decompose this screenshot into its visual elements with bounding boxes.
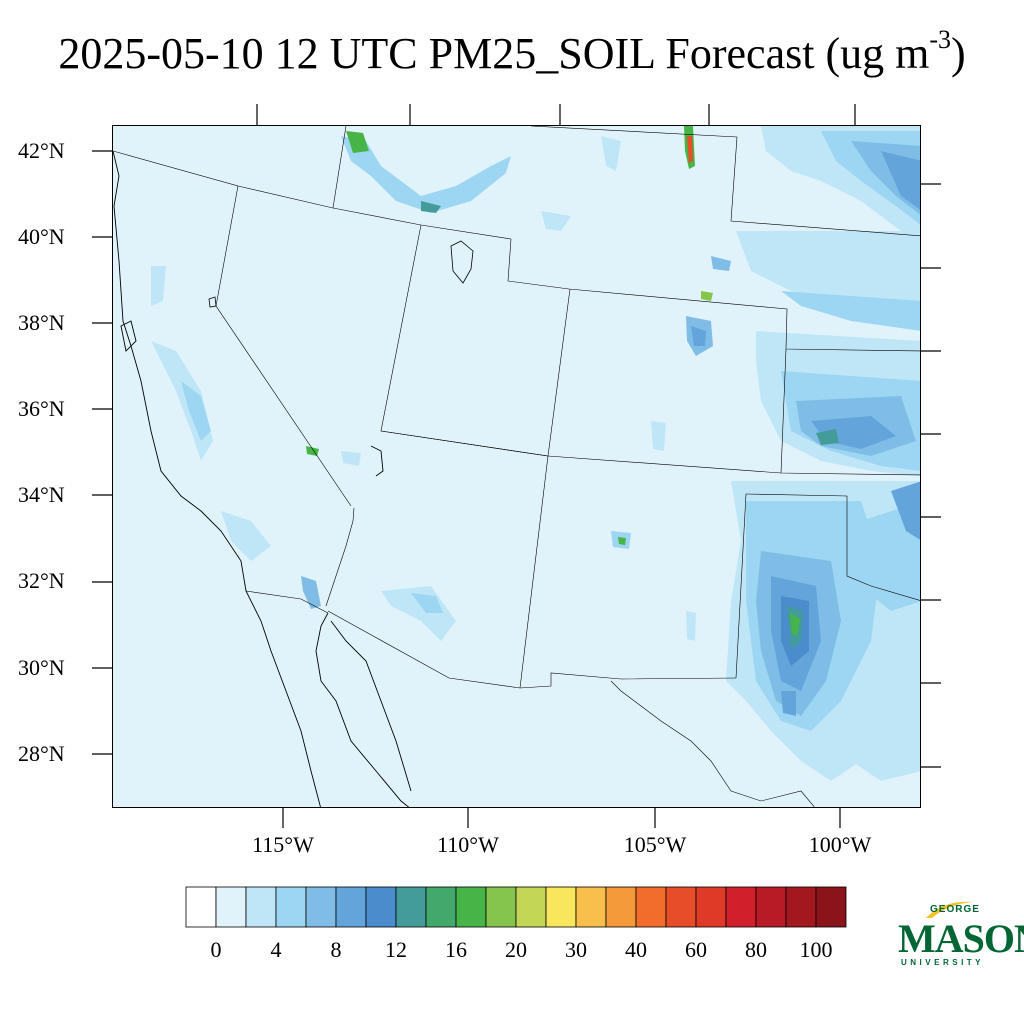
lon-label-105w: 105°W [623,832,687,857]
colorbar-label-8: 8 [330,937,342,962]
logo-swoosh-icon [926,901,973,918]
colorbar-label-30: 30 [565,937,587,962]
colorbar-swatch [395,886,427,928]
colorbar-swatch [635,886,667,928]
colorbar-swatch [305,886,337,928]
colorbar-label-0: 0 [210,937,222,962]
colorbar-label-60: 60 [685,937,707,962]
lon-label-115w: 115°W [252,832,314,857]
colorbar-swatch [515,886,547,928]
lon-label-110w: 110°W [437,832,499,857]
colorbar-label-40: 40 [625,937,647,962]
great-salt-lake [450,240,474,284]
map-field [113,126,920,807]
map-frame [112,125,921,808]
state-boundaries [113,126,920,807]
lat-label-34n: 34°N [18,482,65,507]
logo-george: GEORGE [930,904,980,915]
title-close: ) [951,29,966,78]
colorbar-label-12: 12 [385,937,407,962]
coastlines [113,150,412,807]
colorbar-swatch [785,886,817,928]
lat-label-30n: 30°N [18,655,65,680]
colorbar-swatch [665,886,697,928]
colorbar-swatch [695,886,727,928]
title-exponent: -3 [929,25,951,55]
colorbar-label-16: 16 [445,937,467,962]
lon-label-100w: 100°W [808,832,872,857]
colorbar-swatch [215,886,247,928]
lat-label-38n: 38°N [18,310,65,335]
title-text: 2025-05-10 12 UTC PM25_SOIL Forecast (ug… [58,29,930,78]
colorbar-swatch [725,886,757,928]
lat-label-36n: 36°N [18,396,65,421]
colorbar-swatch [575,886,607,928]
colorbar-swatch [365,886,397,928]
colorbar-swatch [605,886,637,928]
colorbar-swatch [755,886,787,928]
gmu-logo: GEORGE MASON UNIVERSITY [896,898,1024,978]
colorbar-swatch [545,886,577,928]
colorbar-swatch [455,886,487,928]
colorbar-label-100: 100 [799,937,833,962]
colorbar-swatch [335,886,367,928]
concentration-field [151,126,920,781]
lat-label-32n: 32°N [18,568,65,593]
map-title: 2025-05-10 12 UTC PM25_SOIL Forecast (ug… [0,25,1024,79]
lat-label-40n: 40°N [18,224,65,249]
colorbar-swatch [815,886,847,928]
colorbar-swatch [425,886,457,928]
lake-tahoe [208,296,217,308]
lat-label-42n: 42°N [18,138,65,163]
colorbar-swatch [485,886,517,928]
logo-university: UNIVERSITY [901,958,985,967]
colorbar-label-80: 80 [745,937,767,962]
colorbar-label-20: 20 [505,937,527,962]
lat-label-28n: 28°N [18,741,65,766]
colorbar-swatch [245,886,277,928]
colorbar-swatch [185,886,217,928]
colorbar-swatch [275,886,307,928]
logo-mason: MASON [898,916,1024,961]
colorbar-label-4: 4 [270,937,282,962]
